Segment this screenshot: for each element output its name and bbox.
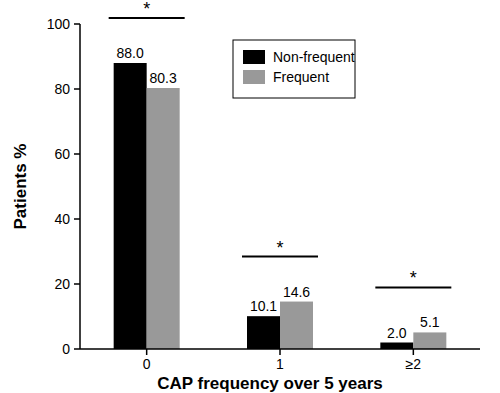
bar: [247, 316, 280, 349]
x-tick: [279, 349, 281, 355]
annotation: *: [276, 238, 283, 258]
data-label: 88.0: [117, 45, 144, 61]
legend-swatch: [243, 50, 265, 64]
bar: [147, 88, 180, 349]
y-tick-label: 0: [62, 341, 70, 357]
x-tick: [146, 349, 148, 355]
y-tick-label: 20: [54, 276, 70, 292]
data-label: 5.1: [420, 314, 440, 330]
chart-container: 88.0 10.1 2.0 80.3 14.6 5.1 * * * 0 20 40 60 80 100 0 1 ≥…: [0, 0, 500, 393]
data-label: 80.3: [150, 70, 177, 86]
bars: [114, 63, 447, 349]
x-tick-label: 0: [143, 356, 151, 372]
y-axis: [79, 24, 81, 349]
legend-swatch: [243, 70, 265, 84]
y-tick: [74, 88, 80, 90]
x-tick-label: ≥2: [406, 356, 422, 372]
y-tick-label: 80: [54, 81, 70, 97]
legend-label: Frequent: [273, 69, 329, 85]
y-tick: [74, 348, 80, 350]
bar: [380, 343, 413, 350]
annotation: *: [143, 0, 150, 19]
y-tick: [74, 283, 80, 285]
bar: [280, 302, 313, 349]
bar: [114, 63, 147, 349]
legend: Non-frequent Frequent: [233, 40, 355, 98]
data-label: 2.0: [387, 325, 407, 341]
y-tick: [74, 153, 80, 155]
y-tick-label: 40: [54, 211, 70, 227]
legend-box: [233, 40, 355, 98]
x-tick-label: 1: [276, 356, 284, 372]
y-tick: [74, 23, 80, 25]
data-label: 10.1: [250, 298, 277, 314]
y-tick-label: 60: [54, 146, 70, 162]
x-axis-label: CAP frequency over 5 years: [157, 374, 383, 393]
x-tick: [413, 349, 415, 355]
legend-label: Non-frequent: [273, 49, 355, 65]
y-axis-label: Patients %: [11, 144, 30, 230]
y-tick-label: 100: [47, 16, 71, 32]
chart: 88.0 10.1 2.0 80.3 14.6 5.1 * * * 0 20 40 60 80 100 0 1 ≥…: [0, 0, 500, 393]
data-label: 14.6: [283, 284, 310, 300]
y-tick: [74, 218, 80, 220]
bar: [413, 332, 446, 349]
annotation: *: [410, 268, 417, 288]
